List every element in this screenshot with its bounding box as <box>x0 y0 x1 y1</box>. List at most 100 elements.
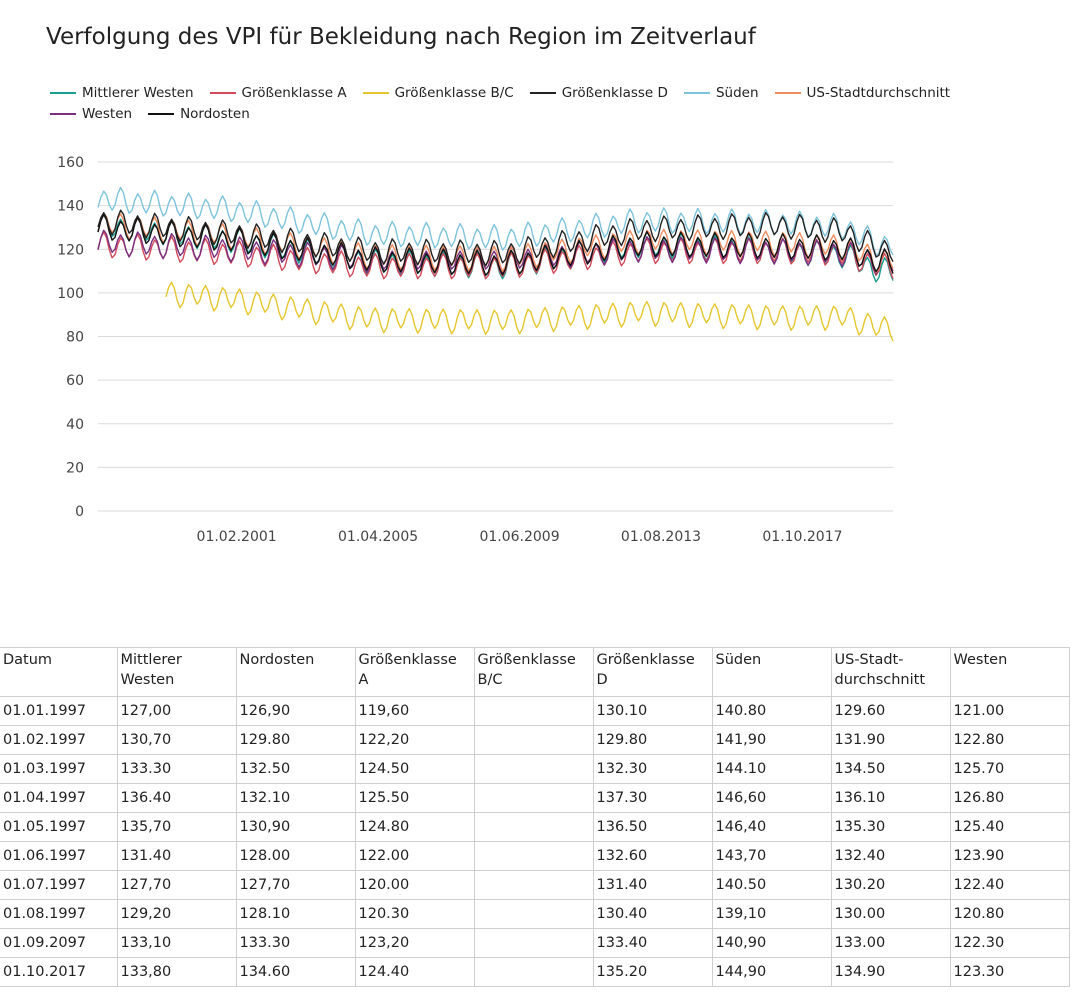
table-cell: 128.00 <box>235 841 356 871</box>
series-line-größenklasse-d <box>97 209 894 267</box>
table-row: 01.10.2017 133,80 134.60 124.40 135.20 144,90… <box>0 957 1070 987</box>
series-line-nordosten <box>97 213 894 276</box>
table-cell: 139,10 <box>711 899 832 929</box>
line-chart: 0 20 40 60 80 100 120 140 160 01.02.2001 01.04.20… <box>57 155 894 545</box>
table-cell: 124.80 <box>354 812 475 842</box>
legend-item-mittlerer-westen[interactable]: Mittlerer Westen <box>50 83 194 103</box>
table-cell: 132.50 <box>235 754 356 784</box>
chart-title: Verfolgung des VPI für Bekleidung nach R… <box>46 24 756 50</box>
series-line-größenklasse-b-c <box>165 281 894 342</box>
legend-swatch <box>50 113 76 115</box>
table-cell: 120.30 <box>354 899 475 929</box>
legend-swatch <box>362 92 389 94</box>
table-cell <box>473 783 594 813</box>
legend-item-westen[interactable]: Westen <box>50 104 132 124</box>
table-cell: 01.01.1997 <box>0 696 118 726</box>
table-cell: 01.10.2017 <box>0 957 118 987</box>
table-row: 01.07.1997 127,70 127,70 120.00 131.40 140.50… <box>0 870 1070 900</box>
series-line-süden <box>97 186 894 256</box>
table-cell: 126,90 <box>235 696 356 726</box>
chart-legend: Mittlerer Westen Größenklasse A Größenklas… <box>50 82 1030 124</box>
table-row: 01.02.1997 130,70 129.80 122,20 129.80 141,90… <box>0 725 1070 755</box>
table-cell: 132.40 <box>830 841 951 871</box>
table-cell: 133.30 <box>116 754 237 784</box>
legend-label: Größenklasse D <box>561 85 668 101</box>
legend-label: Größenklasse A <box>241 85 347 101</box>
table-cell: 129,20 <box>116 899 237 929</box>
y-tick-label: 0 <box>75 504 84 520</box>
table-cell: 140.80 <box>711 696 832 726</box>
table-body: 01.01.1997 127,00 126,90 119,60 130.10 140.80… <box>0 696 1070 987</box>
table-cell: 130.20 <box>830 870 951 900</box>
column-header-größenklasse-b-c: Größenklasse B/C <box>473 647 594 697</box>
table-cell: 133.40 <box>592 928 713 958</box>
column-header-nordosten: Nordosten <box>235 647 356 697</box>
table-cell: 01.09.2097 <box>0 928 118 958</box>
table-cell: 122.00 <box>354 841 475 871</box>
table-cell: 122.40 <box>949 870 1070 900</box>
table-cell: 127,70 <box>235 870 356 900</box>
table-cell <box>473 812 594 842</box>
chart-series <box>97 186 894 342</box>
table-header-row: Datum Mittlerer Westen Nordosten Größenklass… <box>0 647 1070 697</box>
table-row: 01.04.1997 136.40 132.10 125.50 137.30 146,60… <box>0 783 1070 813</box>
table-cell: 133,10 <box>116 928 237 958</box>
table-cell: 01.03.1997 <box>0 754 118 784</box>
table-row: 01.01.1997 127,00 126,90 119,60 130.10 140.80… <box>0 696 1070 726</box>
table-cell: 130,70 <box>116 725 237 755</box>
legend-label: Nordosten <box>180 106 250 122</box>
table-cell: 140.50 <box>711 870 832 900</box>
legend-label: Mittlerer Westen <box>82 85 194 101</box>
column-header-süden: Süden <box>711 647 832 697</box>
table-cell: 125.40 <box>949 812 1070 842</box>
table-cell: 136.50 <box>592 812 713 842</box>
table-cell: 134.50 <box>830 754 951 784</box>
legend-item-süden[interactable]: Süden <box>683 83 759 103</box>
y-axis-ticks: 0 20 40 60 80 100 120 140 160 <box>57 155 84 520</box>
y-tick-label: 20 <box>66 460 84 476</box>
table-cell: 134.60 <box>235 957 356 987</box>
table-row: 01.05.1997 135,70 130,90 124.80 136.50 146,40… <box>0 812 1070 842</box>
table-cell: 146,60 <box>711 783 832 813</box>
table-cell: 01.05.1997 <box>0 812 118 842</box>
legend-item-nordosten[interactable]: Nordosten <box>148 104 250 124</box>
legend-label: US-Stadtdurchschnitt <box>806 85 951 101</box>
y-tick-label: 160 <box>57 155 84 171</box>
legend-item-größenklasse-a[interactable]: Größenklasse A <box>209 83 347 103</box>
x-axis-ticks: 01.02.2001 01.04.2005 01.06.2009 01.08.2013… <box>197 529 843 545</box>
table-cell: 127,00 <box>116 696 237 726</box>
x-tick-label: 01.04.2005 <box>338 529 418 545</box>
table-cell: 128.10 <box>235 899 356 929</box>
legend-swatch <box>529 92 556 94</box>
table-cell: 133.30 <box>235 928 356 958</box>
x-tick-label: 01.10.2017 <box>762 529 842 545</box>
table-cell: 137.30 <box>592 783 713 813</box>
column-header-westen: Westen <box>949 647 1070 697</box>
table-cell: 144,90 <box>711 957 832 987</box>
table-cell: 132.10 <box>235 783 356 813</box>
table-cell: 140,90 <box>711 928 832 958</box>
table-cell <box>473 928 594 958</box>
table-cell: 132.60 <box>592 841 713 871</box>
table-row: 01.09.2097 133,10 133.30 123,20 133.40 140,90… <box>0 928 1070 958</box>
table-cell: 120.80 <box>949 899 1070 929</box>
table-cell: 121.00 <box>949 696 1070 726</box>
table-cell: 134.90 <box>830 957 951 987</box>
table-cell: 135,70 <box>116 812 237 842</box>
legend-item-us-stadtdurchschnitt[interactable]: US-Stadtdurchschnitt <box>774 83 951 103</box>
table-cell: 146,40 <box>711 812 832 842</box>
table-cell: 123.90 <box>949 841 1070 871</box>
table-cell: 126.80 <box>949 783 1070 813</box>
legend-item-größenklasse-d[interactable]: Größenklasse D <box>529 83 668 103</box>
x-tick-label: 01.08.2013 <box>621 529 701 545</box>
legend-swatch <box>148 113 175 115</box>
table-cell: 124.40 <box>354 957 475 987</box>
table-cell: 127,70 <box>116 870 237 900</box>
table-cell: 123.30 <box>949 957 1070 987</box>
legend-item-größenklasse-b-c[interactable]: Größenklasse B/C <box>362 83 514 103</box>
y-tick-label: 80 <box>66 330 84 346</box>
table-cell: 135.30 <box>830 812 951 842</box>
table-cell: 143,70 <box>711 841 832 871</box>
table-cell: 130,90 <box>235 812 356 842</box>
legend-swatch <box>50 92 76 94</box>
